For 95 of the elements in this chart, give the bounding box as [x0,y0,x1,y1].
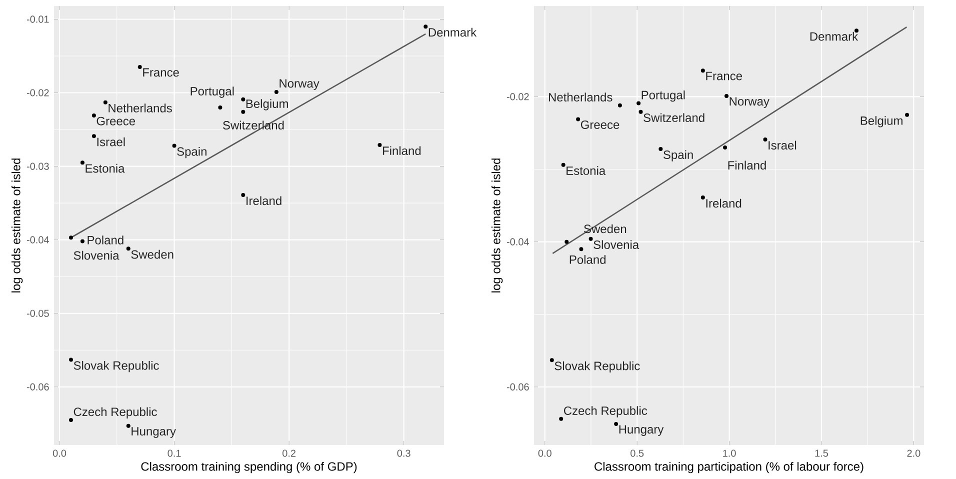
annotation: Switzerland [644,113,704,122]
x-axis-title: Classroom training spending (% of GDP) [141,462,357,474]
point [561,162,566,167]
annotation: Spain [664,150,693,162]
annotation: Belgium [246,99,288,110]
annotation: Portugal [190,86,234,98]
point [579,247,584,252]
y-tick-label: -0.02 [506,93,529,100]
annotation: Portugal [642,90,685,102]
point [92,134,96,138]
y-tick-label: -0.04 [26,236,49,244]
annotation: Estonia [86,164,125,173]
annotation: France [143,68,179,77]
annotation: Belgium [860,116,902,128]
annotation: Spain [177,146,206,158]
point [68,236,73,240]
annotation: Israel [97,137,125,146]
point [274,90,278,94]
point [559,416,564,421]
point [241,192,246,197]
point [724,94,729,98]
x-tick-label: 1.5 [815,450,828,457]
point [80,239,84,244]
y-tick-label: -0.01 [26,16,49,23]
annotation: Hungary [132,427,176,438]
annotation: Slovak Republic [554,361,640,373]
y-tick-label: -0.06 [506,383,529,390]
point [588,236,593,241]
annotation: Estonia [566,166,606,175]
annotation: Denmark [428,28,477,37]
x-tick-label: 0.1 [168,450,181,457]
annotation: Norway [730,97,770,108]
annotation: Finland [382,146,421,156]
annotation: Finland [728,160,766,170]
y-tick-label: -0.05 [26,310,49,317]
annotation: Sweden [131,250,174,259]
x-tick-label: 0.0 [52,450,66,457]
annotation: France [706,72,742,80]
x-axis-title: Classroom training participation (% of labour force) [594,462,864,474]
annotation: Poland [88,236,124,244]
point [68,358,73,362]
annotation: Norway [280,79,320,90]
y-axis-title: log odds estimate of isled [491,158,503,292]
point [636,101,641,106]
point [564,240,569,244]
point [638,110,643,114]
annotation: Netherlands [108,104,172,112]
point [763,138,768,142]
point [126,246,130,251]
annotation: Hungary [619,425,664,436]
x-tick-label: 2.0 [907,450,920,457]
point [378,142,382,147]
point [618,103,622,108]
point [658,146,663,151]
y-axis-title: log odds estimate of isled [11,158,23,292]
annotation: Greece [96,116,136,126]
annotation: Slovenia [74,250,120,260]
annotation: Czech Republic [564,406,648,418]
annotation: Ireland [706,198,742,208]
point [103,100,108,104]
annotation: Israel [768,140,796,150]
point [80,160,84,165]
point [241,97,246,102]
annotation: Greece [580,120,620,129]
point [700,196,705,200]
point [241,110,246,114]
annotation: Denmark [810,32,858,41]
x-tick-label: 0.5 [630,450,644,457]
point [126,424,130,428]
y-tick-label: -0.02 [26,89,49,96]
point [172,144,176,148]
annotation: Netherlands [548,92,612,102]
point [424,24,428,29]
point [614,422,618,426]
x-tick-label: 0.3 [397,450,410,457]
y-tick-label: -0.06 [26,383,49,390]
x-tick-label: 1.0 [723,450,736,457]
annotation: Poland [570,255,606,264]
y-tick-label: -0.04 [506,238,529,246]
point [138,65,142,70]
annotation: Czech Republic [74,407,157,418]
point [905,112,910,117]
y-tick-label: -0.03 [26,162,49,170]
annotation: Ireland [246,196,282,206]
point [700,68,705,73]
annotation: Slovenia [594,240,640,250]
point [576,117,580,122]
x-tick-label: 0.0 [538,450,552,457]
point [723,145,728,150]
point [218,105,222,110]
x-tick-label: 0.2 [282,450,296,457]
annotation: Slovak Republic [74,360,159,372]
point [68,418,73,422]
point [92,114,96,118]
point [550,358,554,362]
